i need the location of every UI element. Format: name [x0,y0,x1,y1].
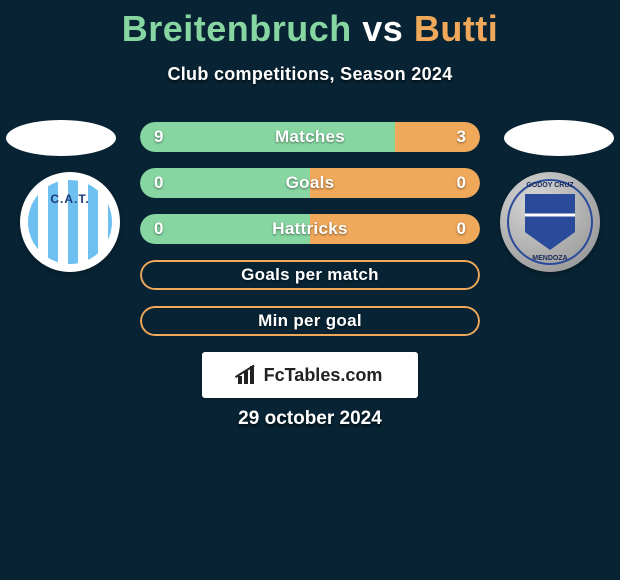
bar-chart-icon [238,366,260,384]
stat-label: Matches [140,122,480,152]
stat-label: Hattricks [140,214,480,244]
vs-text: vs [362,8,403,49]
player1-club-crest: C.A.T. [20,172,120,272]
crest-right-bottom: MENDOZA [532,255,567,262]
card-date: 29 october 2024 [0,408,620,430]
stat-row: 93Matches [140,122,480,152]
stat-row: 00Goals [140,168,480,198]
crest-right-top: GODOY CRUZ [526,182,573,189]
stat-label: Goals [140,168,480,198]
brand-badge: FcTables.com [202,352,418,398]
player2-club-crest: GODOY CRUZ MENDOZA [500,172,600,272]
player2-name: Butti [414,8,498,49]
stats-rows: 93Matches 00Goals 00Hattricks Goals per mat… [140,122,480,352]
card-subtitle: Club competitions, Season 2024 [0,64,620,85]
brand-text: FcTables.com [264,365,383,386]
stat-row: 00Hattricks [140,214,480,244]
crest-left-label: C.A.T. [50,192,89,206]
player1-avatar-placeholder [6,120,116,156]
stat-row: Goals per match [140,260,480,290]
player2-avatar-placeholder [504,120,614,156]
player1-name: Breitenbruch [122,8,352,49]
stat-row: Min per goal [140,306,480,336]
card-title: Breitenbruch vs Butti [0,0,620,50]
comparison-card: Breitenbruch vs Butti Club competitions,… [0,0,620,580]
stat-label: Goals per match [140,260,480,290]
stat-label: Min per goal [140,306,480,336]
